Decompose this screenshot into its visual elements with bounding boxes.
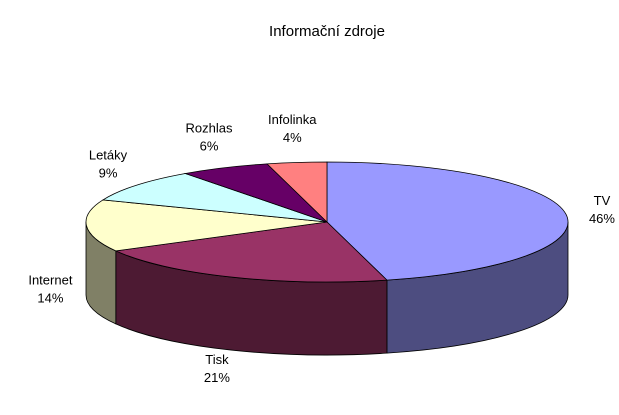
slice-label: Rozhlas bbox=[186, 120, 233, 135]
pie-slice bbox=[85, 199, 328, 252]
pie-slice bbox=[326, 161, 569, 281]
slice-label: Infolinka bbox=[268, 112, 317, 127]
chart-title: Informační zdroje bbox=[269, 23, 385, 40]
slice-value-label: 46% bbox=[589, 211, 615, 226]
slice-value-label: 14% bbox=[37, 290, 63, 305]
slice-value-label: 9% bbox=[99, 165, 118, 180]
slice-value-label: 21% bbox=[204, 370, 230, 385]
pie-slice bbox=[114, 221, 388, 283]
slice-label: Tisk bbox=[205, 352, 229, 367]
slice-value-label: 6% bbox=[200, 138, 219, 153]
slice-value-label: 4% bbox=[283, 130, 302, 145]
slice-label: Letáky bbox=[89, 147, 128, 162]
pie-slice bbox=[266, 161, 328, 223]
slice-label: Internet bbox=[28, 272, 72, 287]
pie-slice bbox=[101, 173, 328, 223]
slice-label: TV bbox=[594, 193, 611, 208]
